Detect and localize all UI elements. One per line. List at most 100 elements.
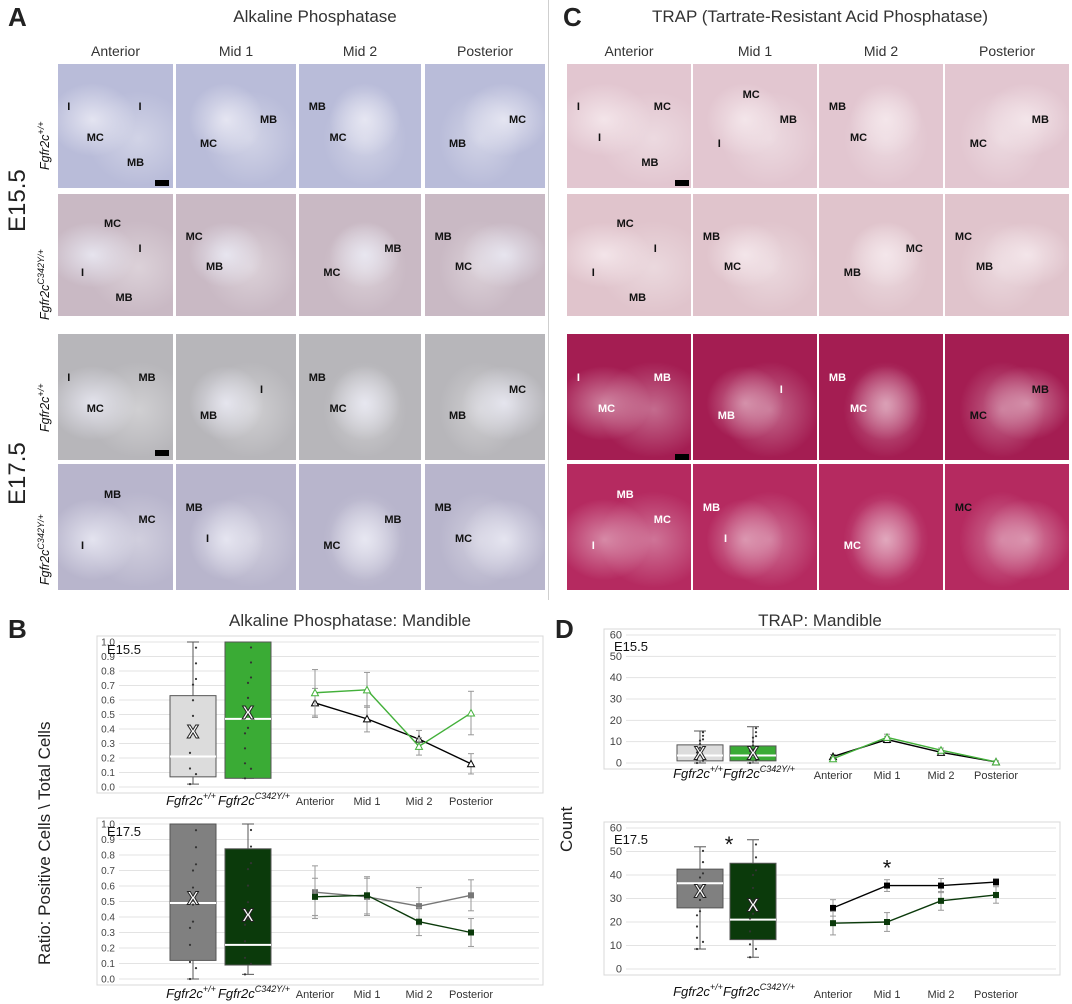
data-point (698, 876, 702, 879)
panel-letter-c: C (563, 2, 582, 32)
y-tick-label: 20 (610, 715, 622, 727)
region-label: MB (434, 230, 452, 243)
region-label: MB (976, 261, 994, 274)
data-point (246, 901, 250, 904)
region-label: MB (828, 371, 847, 384)
micrograph-c-r2-c3: MC MB (945, 334, 1069, 460)
data-point (695, 914, 699, 917)
y-tick-label: 10 (610, 736, 622, 748)
region-label: MC (653, 514, 671, 527)
region-label: I (591, 267, 595, 280)
data-point (701, 759, 705, 762)
micrograph-c-r0-c1: I MB MC (693, 64, 817, 188)
y-tick-label: 0.1 (101, 768, 115, 779)
significance-marker: * (883, 856, 892, 881)
region-label: MC (850, 132, 868, 145)
box-iqr (169, 823, 217, 961)
region-label: MC (138, 514, 156, 527)
region-label: MC (598, 403, 616, 416)
micrograph-a-r0-c1: MC MB (176, 64, 296, 188)
data-point (249, 828, 253, 832)
data-point (246, 696, 250, 699)
data-point (698, 743, 702, 746)
x-category-label: Mid 1 (354, 796, 381, 808)
micrograph-c-r1-c2: MB MC (819, 194, 943, 316)
micrograph-a-r3-c3: MB MC (425, 464, 545, 590)
y-tick-label: 0.3 (101, 928, 115, 939)
x-category-label: Posterior (449, 989, 493, 1001)
data-point (191, 699, 195, 702)
region-label: I (779, 384, 783, 397)
y-tick-label: 0.4 (101, 913, 115, 924)
col-label-c-mid1: Mid 1 (737, 43, 773, 59)
x-category-label: Posterior (449, 796, 493, 808)
micrograph-a-r2-c0: I MC MB (58, 334, 173, 460)
series-marker (416, 918, 422, 925)
col-label-c-mid2: Mid 2 (863, 43, 899, 59)
panel-letter-a: A (8, 2, 27, 32)
region-label: I (138, 242, 142, 255)
series-marker (466, 759, 476, 768)
region-label: MB (1031, 113, 1049, 126)
data-point (188, 926, 192, 929)
data-point (194, 773, 198, 776)
panel-divider (548, 0, 549, 600)
chart-stage-label: E17.5 (614, 832, 648, 847)
data-point (249, 646, 253, 649)
micrograph-c-r3-c1: MB I (693, 464, 817, 590)
panel-c-title: TRAP (Tartrate-Resistant Acid Phosphatas… (651, 7, 989, 26)
genotype-axis-label: Fgfr2c+/+ (673, 764, 723, 781)
region-label: MB (1031, 384, 1049, 397)
box-mean-marker: X (187, 888, 199, 908)
scale-bar (675, 454, 689, 460)
data-point (243, 973, 247, 976)
col-label-c-anterior: Anterior (604, 43, 654, 59)
box-mean-marker: X (747, 743, 759, 763)
data-point (754, 727, 758, 730)
y-tick-label: 0.2 (101, 754, 115, 765)
data-point (246, 681, 250, 684)
data-point (748, 930, 752, 933)
genotype-axis-label: Fgfr2c+/+ (166, 791, 216, 808)
region-label: I (717, 138, 721, 151)
micrograph-c-r3-c2: MC (819, 464, 943, 590)
region-label: MB (702, 501, 721, 514)
micrograph-a-r2-c3: MB MC (425, 334, 545, 460)
data-point (751, 744, 755, 747)
micrograph-a-r1-c1: MC MB (176, 194, 296, 316)
genotype-axis-label: Fgfr2cC342Y/+ (723, 982, 795, 999)
region-label: MB (127, 157, 145, 169)
y-tick-label: 1.0 (101, 820, 115, 831)
series-line (832, 881, 997, 909)
micrograph-a-r0-c2: MB MC (299, 64, 421, 188)
col-label-c-posterior: Posterior (978, 43, 1036, 59)
data-point (695, 761, 699, 765)
region-label: I (598, 132, 602, 145)
data-point (698, 739, 702, 742)
y-tick-label: 60 (610, 630, 622, 642)
data-point (748, 749, 752, 753)
data-point (748, 761, 752, 765)
data-point (246, 884, 250, 887)
data-point (754, 947, 758, 951)
y-tick-label: 0.0 (101, 783, 115, 794)
data-point (249, 861, 253, 865)
x-category-label: Anterior (296, 989, 335, 1001)
data-point (188, 736, 192, 739)
region-label: MB (206, 261, 224, 274)
series-marker (466, 708, 476, 717)
data-point (754, 759, 758, 762)
series-marker (991, 757, 1001, 766)
region-label: MC (185, 230, 203, 243)
data-point (243, 940, 247, 943)
data-point (188, 767, 192, 770)
data-point (246, 868, 250, 871)
x-category-label: Mid 1 (874, 989, 901, 1001)
genotype-axis-label: Fgfr2c+/+ (673, 982, 723, 999)
region-label: MB (115, 291, 133, 304)
data-point (194, 662, 198, 665)
micrograph-a-r0-c0: I MC I MB (58, 64, 173, 188)
y-tick-label: 40 (610, 870, 622, 882)
data-point (191, 683, 195, 686)
panel-letter-d: D (555, 614, 574, 644)
